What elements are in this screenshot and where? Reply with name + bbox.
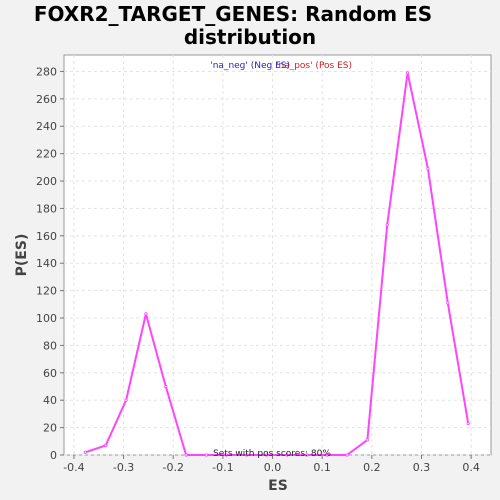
data-point bbox=[164, 384, 168, 389]
data-point bbox=[345, 453, 349, 457]
data-point bbox=[446, 301, 450, 305]
series-layer bbox=[84, 71, 470, 456]
y-axis-label: P(ES) bbox=[14, 234, 30, 277]
y-tick-label: 40 bbox=[43, 394, 57, 407]
data-point bbox=[325, 453, 329, 457]
data-point bbox=[204, 453, 209, 457]
legend-pos-label: 'na_pos' (Pos ES) bbox=[276, 61, 352, 71]
grid bbox=[64, 55, 491, 456]
y-tick-label: 20 bbox=[43, 422, 57, 435]
plot-area bbox=[63, 54, 492, 456]
y-tick-label: 200 bbox=[36, 175, 57, 188]
data-point bbox=[83, 450, 87, 454]
x-tick-label: -0.2 bbox=[162, 461, 183, 474]
x-tick-label: 0.3 bbox=[413, 461, 431, 474]
y-tick-label: 180 bbox=[36, 202, 57, 215]
point-layer bbox=[83, 71, 470, 457]
y-tick-label: 140 bbox=[36, 257, 57, 270]
pos-score-annotation: Sets with pos scores: 80% bbox=[213, 449, 331, 459]
data-point bbox=[144, 312, 148, 316]
chart-title-line2: distribution bbox=[184, 25, 316, 49]
chart-title-line1: FOXR2_TARGET_GENES: Random ES bbox=[34, 2, 432, 26]
data-point bbox=[405, 71, 410, 75]
x-tick-label: 0.0 bbox=[264, 461, 282, 474]
y-tick-label: 160 bbox=[36, 230, 57, 243]
data-point bbox=[305, 453, 309, 457]
y-tick-label: 220 bbox=[36, 148, 57, 161]
y-tick-label: 60 bbox=[43, 367, 57, 380]
data-point bbox=[224, 453, 228, 457]
data-point bbox=[365, 438, 369, 442]
es-distribution-line bbox=[84, 71, 470, 456]
y-tick-label: 100 bbox=[36, 312, 57, 325]
data-point bbox=[285, 453, 289, 457]
data-point bbox=[104, 443, 108, 448]
y-tick-label: 80 bbox=[43, 339, 57, 352]
data-point bbox=[385, 223, 389, 227]
x-axis-ticks: -0.4 -0.3 -0.2 -0.1 0.0 0.1 0.2 0.3 0.4 bbox=[63, 455, 480, 474]
x-tick-label: 0.4 bbox=[462, 461, 480, 474]
y-axis-ticks: 0 20 40 60 80 100 120 140 160 180 200 220 240 260 280 bbox=[36, 65, 64, 462]
data-point bbox=[184, 453, 188, 457]
y-tick-label: 280 bbox=[36, 65, 57, 78]
y-tick-label: 260 bbox=[36, 93, 57, 106]
data-point bbox=[426, 167, 430, 171]
x-axis-label: ES bbox=[268, 478, 288, 494]
data-point bbox=[124, 398, 128, 402]
data-point bbox=[466, 421, 470, 426]
y-tick-label: 0 bbox=[50, 449, 57, 462]
x-tick-label: -0.4 bbox=[63, 461, 84, 474]
legend-neg-label: 'na_neg' (Neg ES) bbox=[210, 61, 290, 71]
x-tick-label: 0.2 bbox=[363, 461, 381, 474]
x-tick-label: 0.1 bbox=[313, 461, 331, 474]
data-point bbox=[264, 453, 269, 457]
x-tick-label: -0.1 bbox=[212, 461, 233, 474]
y-tick-label: 240 bbox=[36, 120, 57, 133]
y-tick-label: 120 bbox=[36, 285, 57, 298]
data-point bbox=[245, 453, 249, 457]
x-tick-label: -0.3 bbox=[113, 461, 134, 474]
